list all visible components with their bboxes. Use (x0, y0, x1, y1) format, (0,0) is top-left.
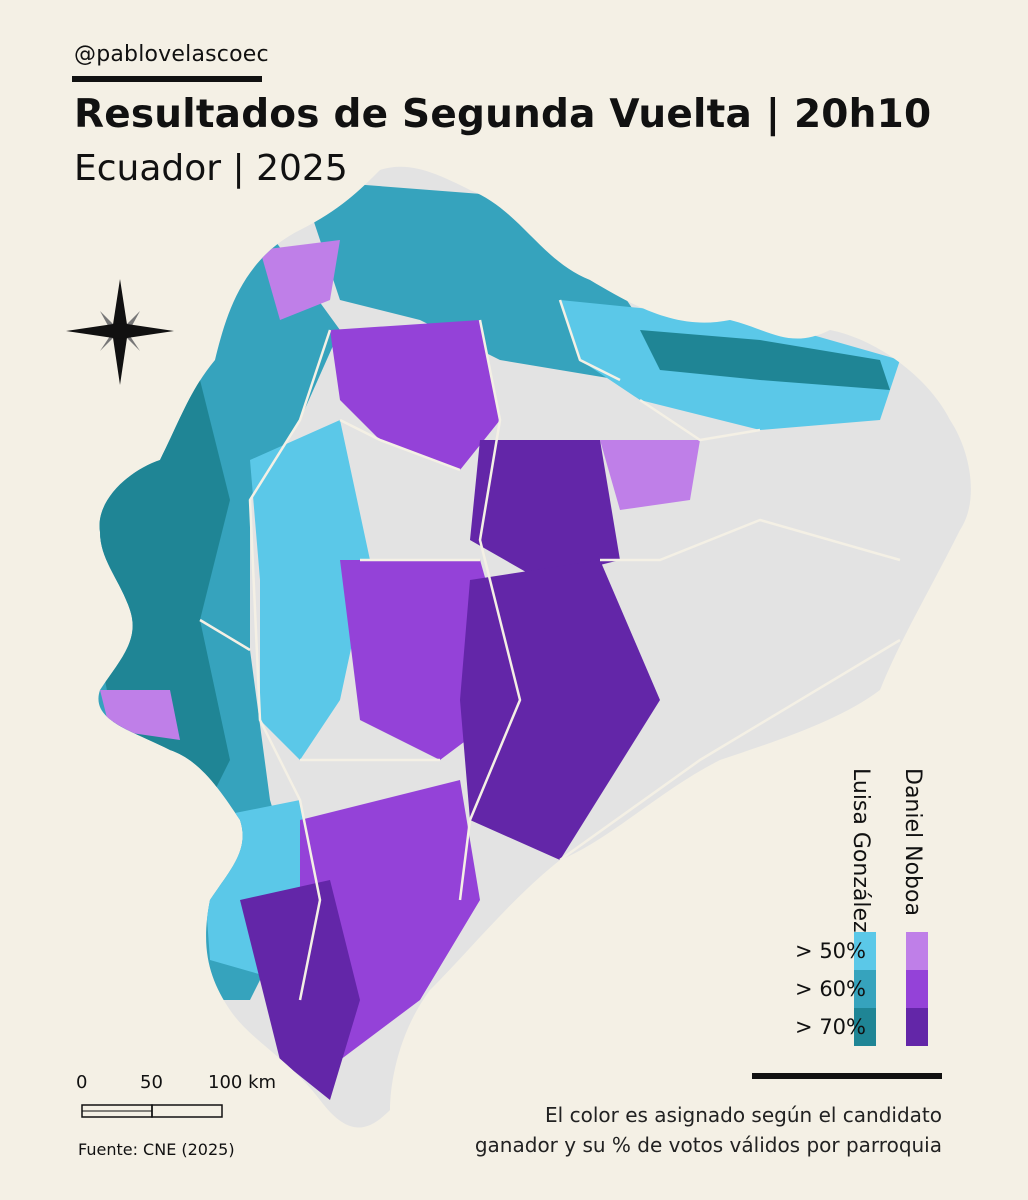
legend-swatch-noboa-60 (906, 970, 928, 1008)
author-handle: @pablovelascoec (74, 42, 269, 67)
legend-candidate-noboa: Daniel Noboa (900, 768, 925, 916)
legend-swatch-gonzalez-50 (854, 932, 876, 970)
handle-underline (72, 76, 262, 82)
north-arrow-icon (66, 279, 174, 385)
map-subtitle: Ecuador | 2025 (74, 148, 348, 189)
legend-swatch-noboa-50 (906, 932, 928, 970)
scale-bar (81, 1104, 223, 1118)
amazon-north-noboa (470, 440, 620, 580)
legend-candidate-gonzalez: Luisa González (848, 768, 873, 933)
north-arrow-main-south (112, 331, 128, 385)
legend-bin-label: > 70% (795, 1015, 866, 1039)
sucumbios-strong-gonzalez (640, 330, 890, 390)
province-boundaries (199, 299, 901, 1001)
legend-row-60: > 60% (795, 970, 928, 1008)
scale-tick-label: 100 km (208, 1072, 277, 1093)
sucumbios-light-noboa (600, 440, 700, 510)
legend-bins: > 50% > 60% > 70% (795, 932, 928, 1046)
pastaza-noboa (460, 560, 660, 860)
andes-light-gonzalez (250, 420, 370, 760)
scale-bar-second-half (151, 1104, 223, 1118)
map-title: Resultados de Segunda Vuelta | 20h10 (74, 92, 932, 137)
methodology-note-line: ganador y su % de votos válidos por parr… (474, 1133, 942, 1157)
north-andes-noboa (330, 320, 500, 470)
far-south-noboa (240, 880, 360, 1100)
legend-bin-label: > 50% (795, 939, 866, 963)
legend-swatch-noboa-70 (906, 1008, 928, 1046)
scale-tick-label: 50 (140, 1072, 163, 1093)
legend-underline (752, 1073, 942, 1079)
methodology-note: El color es asignado según el candidato … (475, 1100, 942, 1160)
coastal-light-noboa (100, 690, 180, 740)
legend-swatch-gonzalez-70 (854, 1008, 876, 1046)
scale-tick-label: 0 (76, 1072, 88, 1093)
north-arrow-main-north (112, 279, 128, 331)
north-arrow-main-east (120, 323, 174, 339)
legend-row-50: > 50% (795, 932, 928, 970)
legend-row-70: > 70% (795, 1008, 928, 1046)
north-arrow-main-west (66, 323, 120, 339)
scale-labels: 0 50 100 km (76, 1072, 296, 1096)
north-light-noboa (260, 240, 340, 320)
legend-bin-label: > 60% (795, 977, 866, 1001)
legend-swatch-gonzalez-60 (854, 970, 876, 1008)
source-credit: Fuente: CNE (2025) (78, 1140, 235, 1159)
methodology-note-line: El color es asignado según el candidato (545, 1103, 942, 1127)
